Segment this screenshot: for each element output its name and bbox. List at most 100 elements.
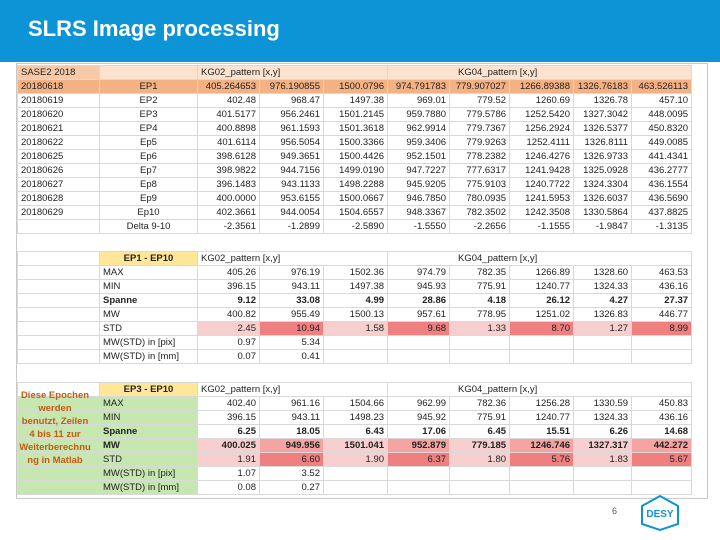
value-cell: 436.1554 xyxy=(631,177,693,192)
value-cell: 778.2382 xyxy=(449,149,511,164)
date-cell: 20180628 xyxy=(17,191,100,206)
value-cell xyxy=(387,349,451,364)
value-cell: 396.15 xyxy=(197,410,260,425)
value-cell xyxy=(322,349,389,364)
value-cell: 14.68 xyxy=(631,424,693,439)
value-cell: 8.70 xyxy=(509,321,575,336)
value-cell: 775.91 xyxy=(449,410,511,425)
value-cell: 398.6128 xyxy=(197,149,260,164)
value-cell: 1252.4111 xyxy=(509,135,575,150)
value-cell: 9.68 xyxy=(387,321,451,336)
value-cell: 1504.6557 xyxy=(322,205,389,220)
value-cell: 1266.89 xyxy=(509,265,575,280)
row-label: STD xyxy=(99,321,198,336)
value-cell: 1240.7722 xyxy=(509,177,575,192)
value-cell: 949.3651 xyxy=(259,149,324,164)
value-cell: 0.27 xyxy=(259,480,324,495)
value-cell: 1497.38 xyxy=(322,93,389,108)
value-cell: 402.3661 xyxy=(197,205,260,220)
row-label: MW(STD) in [pix] xyxy=(99,466,198,481)
value-cell: 450.8320 xyxy=(631,121,693,136)
value-cell: 1498.23 xyxy=(322,410,389,425)
value-cell: 28.86 xyxy=(387,293,451,308)
value-cell: 0.08 xyxy=(197,480,260,495)
value-cell: 6.45 xyxy=(449,424,511,439)
value-cell: 442.272 xyxy=(631,438,693,453)
value-cell xyxy=(449,466,511,481)
value-cell: 1326.78 xyxy=(573,93,633,108)
side-note-line: Diese Epochen xyxy=(20,390,90,401)
value-cell: 962.99 xyxy=(387,396,451,411)
value-cell: 1.80 xyxy=(449,452,511,467)
value-cell xyxy=(509,349,575,364)
value-cell: 948.3367 xyxy=(387,205,451,220)
value-cell: 1242.3508 xyxy=(509,205,575,220)
value-cell: -2.5890 xyxy=(322,219,389,234)
value-cell: 448.0095 xyxy=(631,107,693,122)
value-cell: 1251.02 xyxy=(509,307,575,322)
kg02-header: KG02_pattern [x,y] xyxy=(196,382,389,397)
value-cell: 6.43 xyxy=(322,424,389,439)
table-row: 20180629 Ep10 402.3661 944.0054 1504.6557 948… xyxy=(17,205,693,220)
table-row: MW(STD) in [mm] 0.08 0.27 xyxy=(17,480,693,495)
value-cell: 1326.9733 xyxy=(573,149,633,164)
value-cell: -1.1555 xyxy=(509,219,575,234)
value-cell: 5.67 xyxy=(631,452,693,467)
table-row: STD 2.45 10.94 1.58 9.68 1.33 8.70 1.27 8.99 xyxy=(17,321,693,336)
table-row: MW(STD) in [pix] 1.07 3.52 xyxy=(17,466,693,481)
epoch-coordinates-table: SASE2 2018 KG02_pattern [x,y] KG04_patte… xyxy=(17,65,693,234)
value-cell: 1501.3618 xyxy=(322,121,389,136)
value-cell: 8.99 xyxy=(631,321,693,336)
value-cell: 778.95 xyxy=(449,307,511,322)
row-label: MW xyxy=(99,438,198,453)
date-cell: 20180620 xyxy=(17,107,100,122)
value-cell: 1504.66 xyxy=(322,396,389,411)
table2-header: EP1 - EP10 KG02_pattern [x,y] KG04_patte… xyxy=(17,251,693,266)
value-cell: 945.9205 xyxy=(387,177,451,192)
value-cell: 961.1593 xyxy=(259,121,324,136)
value-cell: 4.99 xyxy=(322,293,389,308)
blank-cell xyxy=(17,335,100,350)
value-cell: 1500.0796 xyxy=(322,79,389,94)
table-row: 20180620 EP3 401.5177 956.2461 1501.2145 959.… xyxy=(17,107,693,122)
value-cell: 436.2777 xyxy=(631,163,693,178)
value-cell: 1330.5864 xyxy=(573,205,633,220)
slide-title: SLRS Image processing xyxy=(28,16,280,41)
value-cell xyxy=(387,480,451,495)
table1-header: SASE2 2018 KG02_pattern [x,y] KG04_patte… xyxy=(17,65,693,80)
value-cell: 976.190855 xyxy=(259,79,324,94)
value-cell: 974.791783 xyxy=(387,79,451,94)
row-label: Spanne xyxy=(99,293,198,308)
value-cell: 463.526113 xyxy=(631,79,693,94)
value-cell: 1246.4276 xyxy=(509,149,575,164)
value-cell: 10.94 xyxy=(259,321,324,336)
value-cell: 402.48 xyxy=(197,93,260,108)
value-cell: 1326.8111 xyxy=(573,135,633,150)
value-cell: 4.27 xyxy=(573,293,633,308)
value-cell: 780.0935 xyxy=(449,191,511,206)
value-cell: 943.11 xyxy=(259,410,324,425)
value-cell: 976.19 xyxy=(259,265,324,280)
value-cell: 449.0085 xyxy=(631,135,693,150)
value-cell: 1266.89388 xyxy=(509,79,575,94)
value-cell: 1.58 xyxy=(322,321,389,336)
table-row: 20180628 Ep9 400.0000 953.6155 1500.0667 946.… xyxy=(17,191,693,206)
value-cell: 949.956 xyxy=(259,438,324,453)
logo-hexagon xyxy=(641,494,679,532)
value-cell: 974.79 xyxy=(387,265,451,280)
value-cell: 1326.6037 xyxy=(573,191,633,206)
epoch-cell: Ep6 xyxy=(99,149,198,164)
value-cell: 17.06 xyxy=(387,424,451,439)
value-cell: 6.37 xyxy=(387,452,451,467)
epoch-cell: Ep9 xyxy=(99,191,198,206)
value-cell: 1240.77 xyxy=(509,279,575,294)
table-row: 20180625 Ep6 398.6128 949.3651 1500.4426 952.… xyxy=(17,149,693,164)
value-cell: 957.61 xyxy=(387,307,451,322)
value-cell: 945.92 xyxy=(387,410,451,425)
value-cell: 9.12 xyxy=(197,293,260,308)
value-cell: 1.91 xyxy=(197,452,260,467)
date-cell: 20180626 xyxy=(17,163,100,178)
epoch-cell: Delta 9-10 xyxy=(99,219,198,234)
value-cell: 777.6317 xyxy=(449,163,511,178)
value-cell: 1502.36 xyxy=(322,265,389,280)
